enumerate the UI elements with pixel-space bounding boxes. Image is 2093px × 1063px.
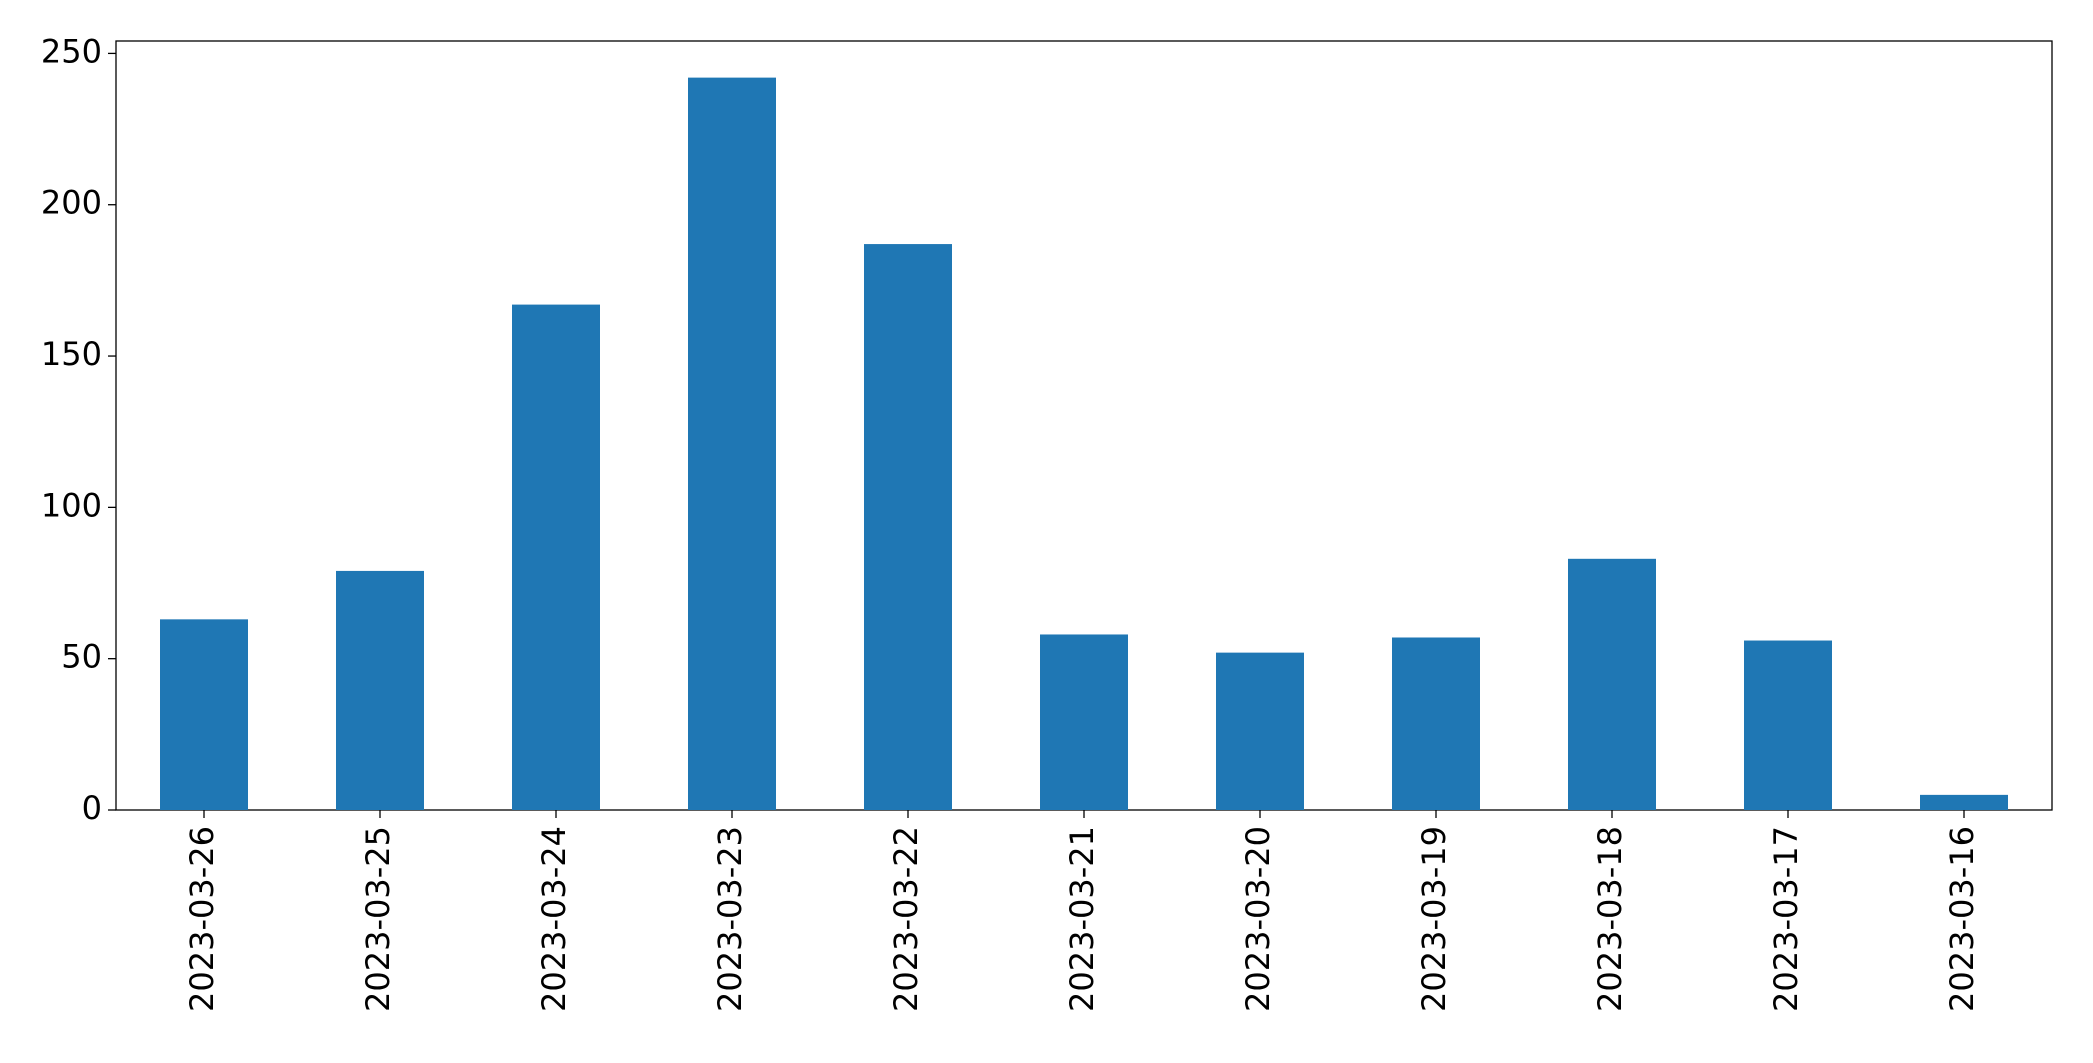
x-tick-label: 2023-03-21 xyxy=(1063,826,1101,1012)
bar xyxy=(1568,558,1656,810)
x-tick-label: 2023-03-26 xyxy=(183,826,221,1012)
x-tick-label: 2023-03-16 xyxy=(1943,826,1981,1012)
x-tick-label: 2023-03-22 xyxy=(887,826,925,1012)
y-tick-label: 150 xyxy=(41,335,102,373)
bar xyxy=(160,619,248,810)
y-tick-label: 50 xyxy=(61,638,102,676)
bar xyxy=(336,570,424,810)
bar xyxy=(1392,637,1480,810)
x-tick-label: 2023-03-19 xyxy=(1415,826,1453,1012)
bar xyxy=(1040,634,1128,810)
y-tick-label: 200 xyxy=(41,184,102,222)
y-tick-label: 100 xyxy=(41,486,102,524)
y-tick-label: 250 xyxy=(41,32,102,70)
bar xyxy=(864,244,952,810)
x-tick-label: 2023-03-20 xyxy=(1239,826,1277,1012)
y-tick-label: 0 xyxy=(82,789,102,827)
x-tick-label: 2023-03-23 xyxy=(711,826,749,1012)
bar xyxy=(1744,640,1832,810)
x-tick-label: 2023-03-17 xyxy=(1767,826,1805,1012)
bar xyxy=(688,77,776,811)
x-tick-label: 2023-03-24 xyxy=(535,826,573,1012)
x-tick-label: 2023-03-25 xyxy=(359,826,397,1012)
x-tick-label: 2023-03-18 xyxy=(1591,826,1629,1012)
bar xyxy=(1920,794,2008,810)
bar xyxy=(512,304,600,810)
bar xyxy=(1216,652,1304,810)
